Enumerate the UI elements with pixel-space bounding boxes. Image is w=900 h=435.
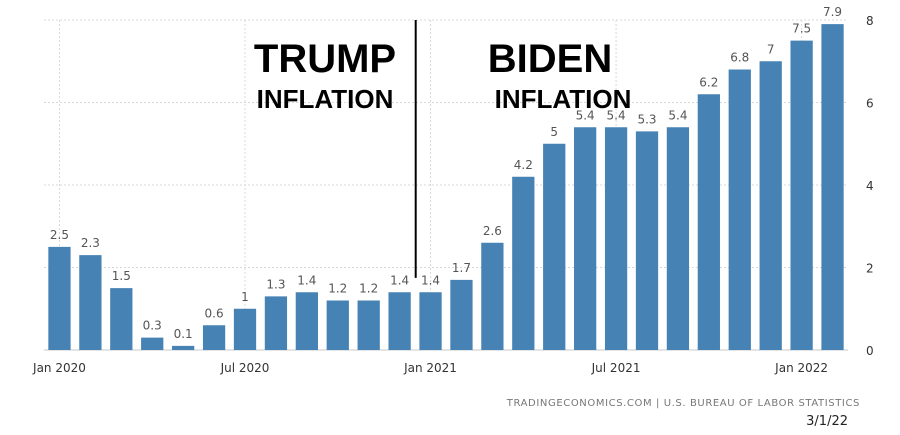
bar-value-label: 1.5 bbox=[112, 269, 131, 283]
bar-value-label: 2.6 bbox=[483, 224, 502, 238]
bar-value-label: 5 bbox=[550, 125, 558, 139]
bar-value-label: 1.2 bbox=[359, 282, 378, 296]
bar-value-label: 0.3 bbox=[143, 319, 162, 333]
source-attribution: TRADINGECONOMICS.COM | U.S. BUREAU OF LA… bbox=[506, 398, 860, 409]
bar bbox=[419, 292, 442, 350]
chart-date: 3/1/22 bbox=[806, 414, 848, 429]
bar bbox=[264, 296, 288, 350]
bar-value-label: 4.2 bbox=[514, 158, 533, 172]
bar-value-label: 1.7 bbox=[452, 261, 471, 275]
chart-bars bbox=[48, 24, 844, 350]
bar bbox=[543, 143, 566, 350]
bar-value-label: 1 bbox=[241, 290, 249, 304]
bar-value-label: 5.4 bbox=[607, 108, 626, 122]
bar bbox=[388, 292, 411, 350]
bar bbox=[728, 69, 751, 350]
bar-value-label: 7.5 bbox=[792, 22, 811, 36]
bar-value-label: 2.5 bbox=[50, 228, 69, 242]
bar-value-label: 1.4 bbox=[421, 273, 440, 287]
trump-annotation-title: TRUMP bbox=[254, 37, 396, 81]
biden-annotation-subtitle: INFLATION bbox=[495, 84, 632, 114]
y-tick-label: 0 bbox=[866, 344, 874, 358]
bar bbox=[233, 308, 257, 350]
chart-data-labels: 2.5 2.3 1.5 0.3 0.1 0.6 1 1.3 1.4 1.2 1.2 1.4 1.4 1.7… bbox=[50, 5, 842, 341]
trump-annotation-subtitle: INFLATION bbox=[257, 84, 394, 114]
bar-value-label: 7 bbox=[767, 42, 775, 56]
x-tick-label: Jan 2020 bbox=[32, 361, 86, 375]
bar-value-label: 5.4 bbox=[668, 108, 687, 122]
bar bbox=[141, 337, 164, 350]
bar bbox=[635, 131, 659, 350]
bar bbox=[326, 300, 349, 350]
bar bbox=[295, 292, 318, 350]
bar-value-label: 6.8 bbox=[730, 51, 749, 65]
bar bbox=[79, 255, 102, 350]
bar bbox=[357, 300, 380, 350]
biden-annotation-title: BIDEN bbox=[488, 37, 612, 81]
bar bbox=[604, 127, 628, 350]
bar bbox=[450, 279, 473, 350]
bar bbox=[481, 242, 504, 350]
bar-value-label: 1.4 bbox=[390, 273, 409, 287]
bar-value-label: 1.4 bbox=[297, 273, 316, 287]
y-axis-ticks: 0 2 4 6 8 bbox=[866, 14, 874, 358]
x-axis-ticks: Jan 2020 Jul 2020 Jan 2021 Jul 2021 Jan 2022 bbox=[32, 361, 828, 375]
bar-value-label: 7.9 bbox=[823, 5, 842, 19]
bar bbox=[790, 40, 813, 350]
bar bbox=[697, 94, 720, 350]
y-tick-label: 8 bbox=[866, 14, 874, 28]
bar-value-label: 0.6 bbox=[205, 306, 224, 320]
bar bbox=[110, 288, 133, 350]
bar bbox=[574, 127, 597, 350]
y-tick-label: 6 bbox=[866, 97, 874, 111]
x-tick-label: Jul 2020 bbox=[220, 361, 270, 375]
bar-value-label: 6.2 bbox=[699, 75, 718, 89]
bar bbox=[759, 61, 782, 350]
bar bbox=[48, 246, 71, 350]
x-tick-label: Jul 2021 bbox=[591, 361, 641, 375]
y-tick-label: 4 bbox=[866, 179, 874, 193]
bar-value-label: 1.3 bbox=[266, 277, 285, 291]
bar-value-label: 5.4 bbox=[576, 108, 595, 122]
x-tick-label: Jan 2022 bbox=[774, 361, 828, 375]
bar-value-label: 0.1 bbox=[174, 327, 193, 341]
bar-value-label: 2.3 bbox=[81, 236, 100, 250]
y-tick-label: 2 bbox=[866, 262, 874, 276]
bar-value-label: 5.3 bbox=[637, 112, 656, 126]
bar-value-label: 1.2 bbox=[328, 282, 347, 296]
bar bbox=[666, 127, 690, 350]
bar bbox=[512, 176, 535, 350]
x-tick-label: Jan 2021 bbox=[403, 361, 457, 375]
bar bbox=[821, 24, 844, 350]
chart-grid bbox=[44, 19, 848, 351]
bar bbox=[202, 325, 226, 350]
bar bbox=[172, 345, 195, 350]
